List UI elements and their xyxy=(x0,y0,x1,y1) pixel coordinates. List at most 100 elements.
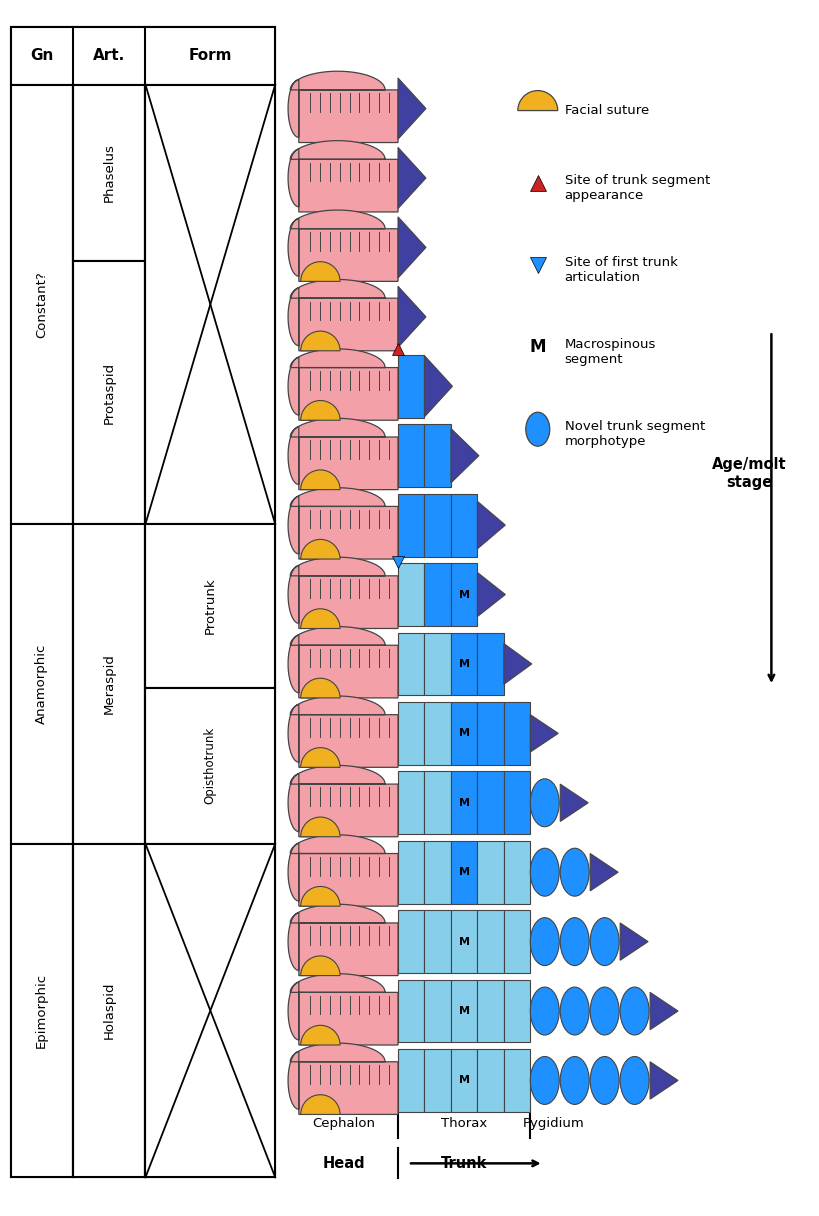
Polygon shape xyxy=(424,356,452,417)
Polygon shape xyxy=(503,643,532,685)
Bar xyxy=(424,494,450,557)
Text: Gn: Gn xyxy=(30,49,53,63)
Text: Opisthotrunk: Opisthotrunk xyxy=(204,727,216,805)
Bar xyxy=(477,980,503,1042)
Wedge shape xyxy=(301,400,340,421)
Polygon shape xyxy=(287,418,397,490)
Bar xyxy=(397,911,424,973)
Ellipse shape xyxy=(525,412,549,446)
Bar xyxy=(503,840,530,903)
Bar xyxy=(11,524,73,844)
Bar xyxy=(424,840,450,903)
Polygon shape xyxy=(649,992,677,1030)
Text: Constant?: Constant? xyxy=(35,271,48,338)
Bar xyxy=(145,524,275,688)
Text: M: M xyxy=(458,1075,469,1086)
Text: M: M xyxy=(458,936,469,946)
Polygon shape xyxy=(287,696,397,767)
Ellipse shape xyxy=(559,849,589,896)
Ellipse shape xyxy=(530,918,559,966)
Bar xyxy=(397,424,424,488)
Wedge shape xyxy=(301,886,340,906)
Polygon shape xyxy=(397,147,425,209)
Text: Phaselus: Phaselus xyxy=(102,143,115,202)
Polygon shape xyxy=(287,72,397,142)
Bar xyxy=(477,1049,503,1111)
Bar xyxy=(450,563,477,626)
Text: Form: Form xyxy=(188,49,232,63)
Polygon shape xyxy=(397,286,425,348)
Polygon shape xyxy=(477,501,505,548)
Bar xyxy=(450,1049,477,1111)
Text: M: M xyxy=(529,338,545,356)
Wedge shape xyxy=(301,609,340,629)
Text: Thorax: Thorax xyxy=(441,1118,486,1130)
Polygon shape xyxy=(530,715,558,751)
Bar xyxy=(503,911,530,973)
Bar xyxy=(424,424,450,488)
Ellipse shape xyxy=(530,778,559,827)
Bar xyxy=(397,355,424,417)
Text: M: M xyxy=(458,728,469,738)
Wedge shape xyxy=(301,1094,340,1114)
Polygon shape xyxy=(590,854,618,891)
Polygon shape xyxy=(287,280,397,350)
Bar xyxy=(424,771,450,834)
Text: M: M xyxy=(458,659,469,669)
Text: Holaspid: Holaspid xyxy=(102,981,115,1040)
Bar xyxy=(477,632,503,696)
Bar xyxy=(424,980,450,1042)
Bar xyxy=(397,771,424,834)
Wedge shape xyxy=(301,540,340,559)
Ellipse shape xyxy=(590,987,618,1035)
Bar xyxy=(503,980,530,1042)
Polygon shape xyxy=(287,765,397,837)
Bar xyxy=(477,702,503,765)
Wedge shape xyxy=(301,469,340,490)
Bar xyxy=(450,840,477,903)
Ellipse shape xyxy=(530,1057,559,1104)
Polygon shape xyxy=(559,784,587,822)
Ellipse shape xyxy=(590,1057,618,1104)
Text: Cephalon: Cephalon xyxy=(312,1118,375,1130)
Wedge shape xyxy=(301,679,340,698)
Wedge shape xyxy=(301,956,340,975)
Ellipse shape xyxy=(559,1057,589,1104)
Bar xyxy=(503,771,530,834)
Wedge shape xyxy=(301,817,340,837)
Text: Novel trunk segment
morphotype: Novel trunk segment morphotype xyxy=(564,421,704,449)
Text: M: M xyxy=(458,1006,469,1017)
Polygon shape xyxy=(287,1043,397,1114)
Text: Art.: Art. xyxy=(93,49,125,63)
Polygon shape xyxy=(477,573,505,617)
Text: Macrospinous
segment: Macrospinous segment xyxy=(564,338,655,366)
Bar xyxy=(424,563,450,626)
Bar xyxy=(450,771,477,834)
Bar xyxy=(477,911,503,973)
Ellipse shape xyxy=(559,918,589,966)
Text: M: M xyxy=(458,590,469,599)
Bar xyxy=(397,980,424,1042)
Polygon shape xyxy=(619,923,647,961)
Bar xyxy=(450,980,477,1042)
Bar xyxy=(397,563,424,626)
Bar xyxy=(145,688,275,844)
Wedge shape xyxy=(301,261,340,281)
Bar xyxy=(397,494,424,557)
Bar xyxy=(450,702,477,765)
Text: Trunk: Trunk xyxy=(441,1156,486,1171)
Text: M: M xyxy=(458,798,469,807)
Bar xyxy=(73,844,145,1177)
Bar xyxy=(73,261,145,524)
Bar xyxy=(145,85,275,524)
Wedge shape xyxy=(517,90,557,111)
Bar xyxy=(424,702,450,765)
Bar xyxy=(477,771,503,834)
Bar xyxy=(424,911,450,973)
Bar xyxy=(424,632,450,696)
Polygon shape xyxy=(287,141,397,212)
Polygon shape xyxy=(287,626,397,698)
Bar xyxy=(503,1049,530,1111)
Text: Head: Head xyxy=(323,1156,365,1171)
Bar xyxy=(450,494,477,557)
